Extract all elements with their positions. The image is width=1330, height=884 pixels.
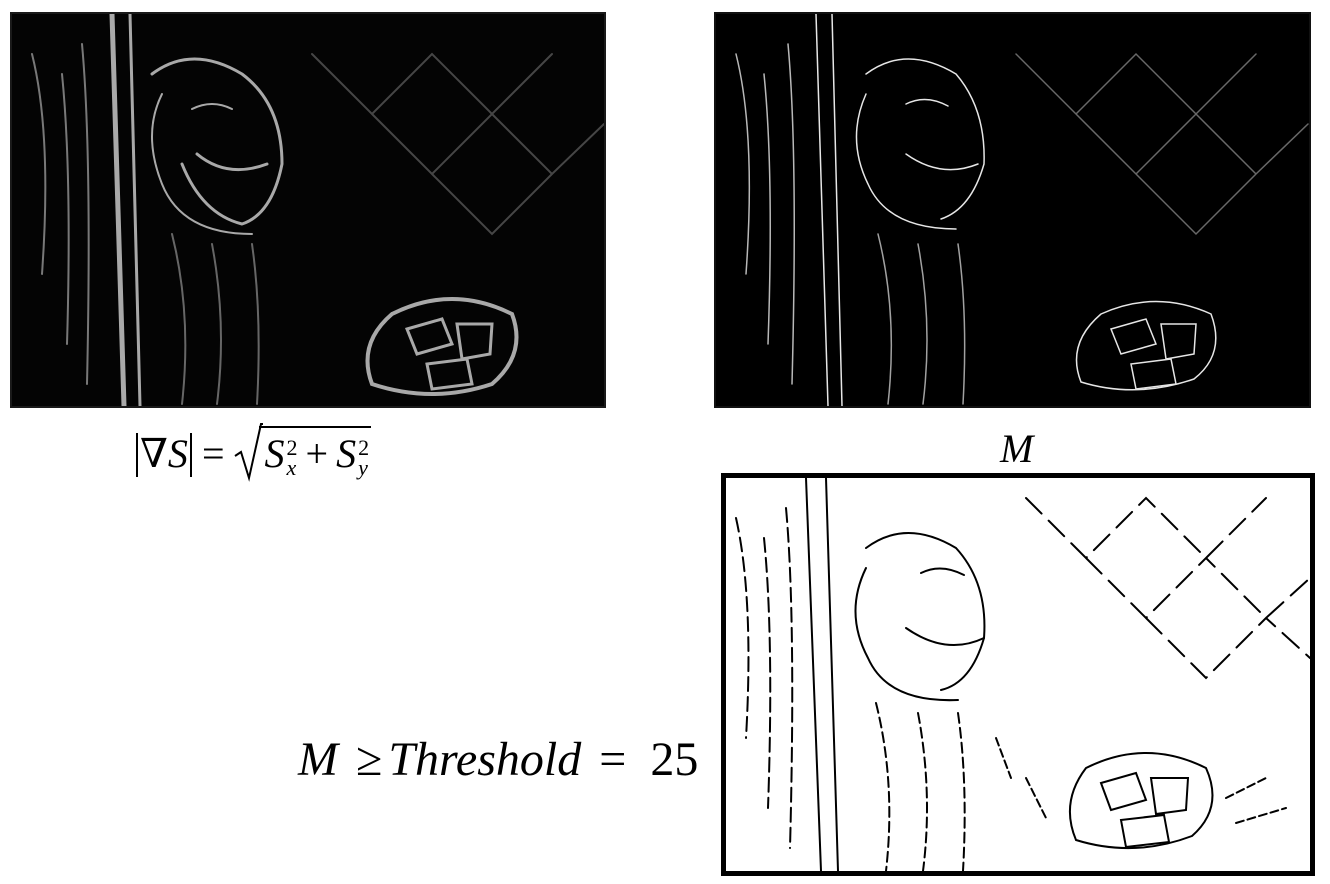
square-root: S 2 x + S 2 y bbox=[233, 420, 372, 482]
abs-bar-right bbox=[189, 433, 192, 477]
term2-sub: y bbox=[358, 454, 368, 480]
term2-sup: 2 bbox=[358, 434, 370, 460]
term2-base: S bbox=[336, 431, 357, 476]
gradient-magnitude-image bbox=[10, 12, 606, 408]
threshold-var: M bbox=[298, 733, 338, 786]
gradient-magnitude-formula: ∇S = S 2 x + S 2 y bbox=[134, 420, 372, 500]
radicand: S 2 x + S 2 y bbox=[258, 426, 372, 480]
radical-sign-icon bbox=[233, 423, 263, 482]
equals-sign: = bbox=[201, 431, 225, 476]
term1-sub: x bbox=[286, 454, 297, 480]
threshold-formula: M ≥ Threshold = 25 bbox=[298, 732, 704, 787]
threshold-name: Threshold bbox=[388, 733, 582, 786]
abs-bar-left bbox=[136, 433, 138, 477]
term1-sup: 2 bbox=[286, 434, 298, 460]
term1-base: S bbox=[264, 431, 285, 476]
plus-sign: + bbox=[305, 431, 329, 476]
gradient-edges-drawing bbox=[31, 14, 604, 406]
geq-sign: ≥ bbox=[355, 733, 383, 786]
suppressed-label: M bbox=[1000, 426, 1034, 471]
threshold-equals: = bbox=[599, 733, 627, 786]
binary-edges-drawing bbox=[735, 478, 1310, 871]
nabla-s-symbol: ∇S bbox=[140, 431, 188, 476]
non-max-suppressed-image bbox=[714, 12, 1311, 408]
threshold-value: 25 bbox=[650, 733, 699, 786]
thin-edges-drawing bbox=[735, 14, 1309, 406]
thresholded-edge-image bbox=[721, 473, 1315, 876]
